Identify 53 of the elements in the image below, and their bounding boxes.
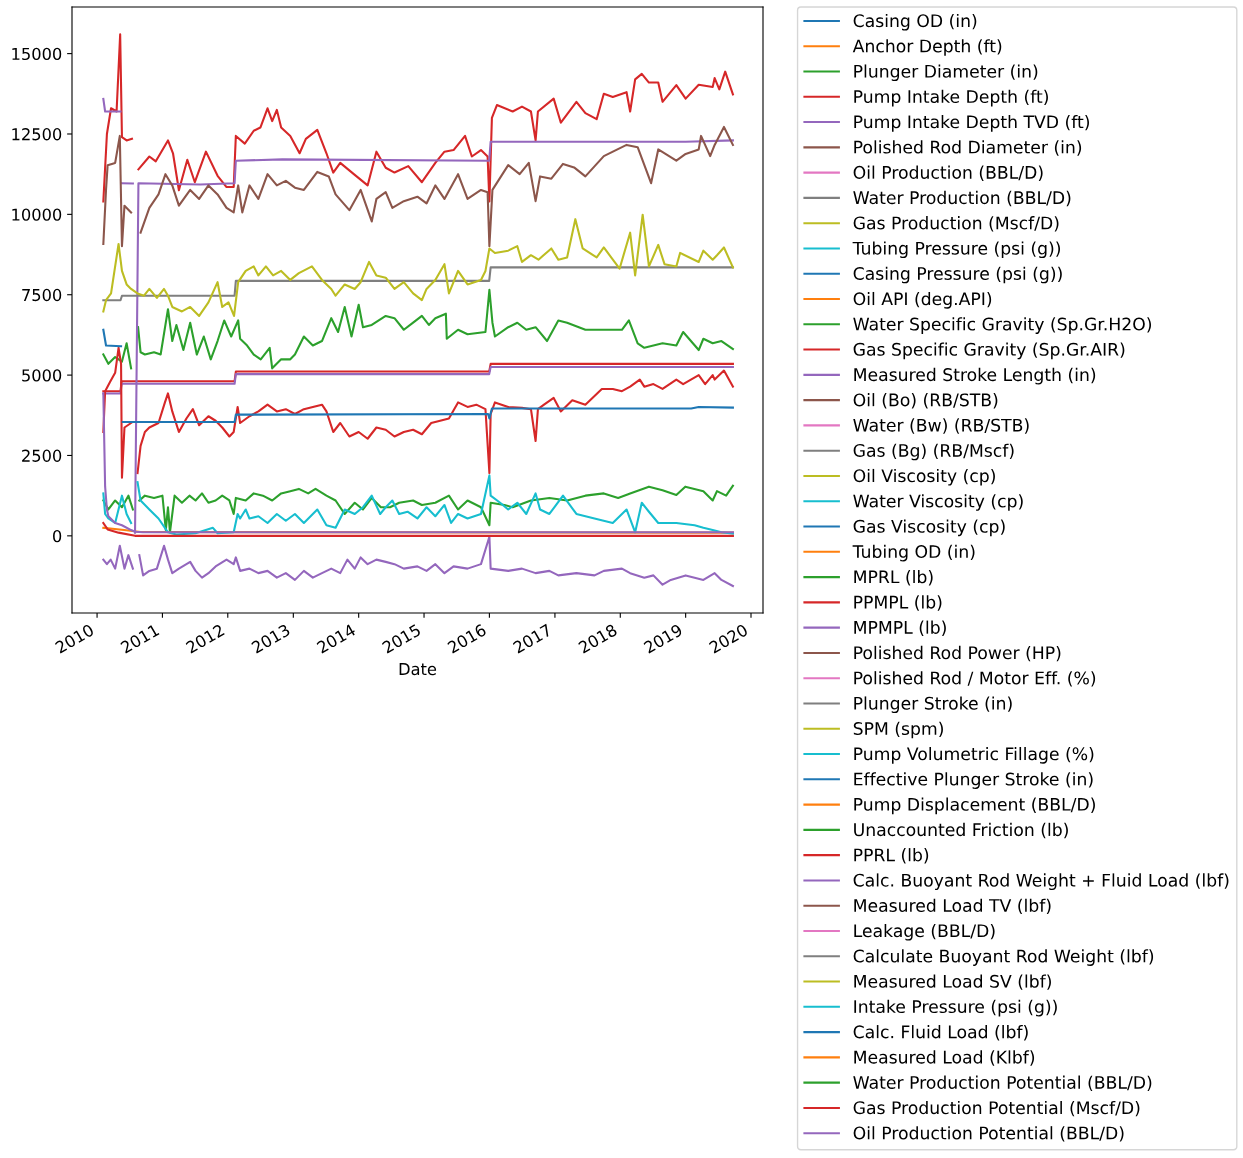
legend-label: Tubing Pressure (psi (g)) bbox=[852, 241, 1061, 259]
y-tick-label: 15000 bbox=[12, 47, 62, 61]
y-tick-label: 5000 bbox=[22, 369, 62, 382]
y-tick-label: 0 bbox=[53, 529, 62, 543]
legend-label: Water Production Potential (BBL/D) bbox=[853, 1075, 1152, 1091]
legend-label: Gas (Bg) (RB/Mscf) bbox=[853, 443, 1014, 461]
legend-label: Effective Plunger Stroke (in) bbox=[854, 772, 1093, 789]
legend-label: Gas Production (Mscf/D) bbox=[853, 216, 1059, 232]
legend-label: Plunger Stroke (in) bbox=[854, 696, 1012, 714]
legend-label: Gas Viscosity (cp) bbox=[853, 519, 1005, 537]
legend-label: Calc. Buoyant Rod Weight + Fluid Load (lbf) bbox=[853, 873, 1229, 891]
legend-label: Measured Load TV (lbf) bbox=[854, 898, 1051, 915]
y-tick-label: 10000 bbox=[12, 208, 62, 221]
legend-label: MPMPL (lb) bbox=[854, 620, 946, 636]
legend-label: Oil API (deg.API) bbox=[853, 291, 992, 309]
legend-label: Casing OD (in) bbox=[853, 13, 977, 31]
legend-label: MPRL (lb) bbox=[854, 570, 933, 586]
legend-label: Anchor Depth (ft) bbox=[852, 39, 1002, 56]
y-tick-label: 2500 bbox=[22, 449, 62, 462]
legend-label: Pump Intake Depth (ft) bbox=[854, 89, 1048, 107]
legend-label: Polished Rod Diameter (in) bbox=[854, 140, 1082, 156]
legend-label: Casing Pressure (psi (g)) bbox=[853, 266, 1062, 284]
legend-label: Tubing OD (in) bbox=[852, 544, 975, 562]
legend-label: Oil Production Potential (BBL/D) bbox=[853, 1126, 1124, 1142]
legend-label: Water Production (BBL/D) bbox=[853, 190, 1071, 207]
legend-label: Unaccounted Friction (lb) bbox=[854, 822, 1068, 839]
legend-label: Measured Stroke Length (in) bbox=[854, 367, 1096, 385]
legend-label: PPRL (lb) bbox=[854, 848, 929, 864]
legend-label: Measured Load SV (lbf) bbox=[854, 974, 1051, 990]
legend-label: SPM (spm) bbox=[853, 721, 943, 739]
legend-label: Calculate Buoyant Rod Weight (lbf) bbox=[853, 949, 1154, 966]
legend-label: Pump Volumetric Fillage (%) bbox=[854, 746, 1094, 764]
legend-label: Intake Pressure (psi (g)) bbox=[854, 999, 1057, 1017]
y-tick-label: 12500 bbox=[12, 128, 62, 141]
legend-label: Pump Displacement (BBL/D) bbox=[854, 797, 1095, 815]
legend-label: Water Specific Gravity (Sp.Gr.H2O) bbox=[853, 317, 1152, 334]
x-axis-title: Date bbox=[399, 663, 437, 676]
legend-label: Gas Specific Gravity (Sp.Gr.AIR) bbox=[853, 342, 1125, 360]
legend-label: Plunger Diameter (in) bbox=[854, 64, 1038, 82]
legend-label: Water Viscosity (cp) bbox=[853, 494, 1023, 511]
legend-label: Oil (Bo) (RB/STB) bbox=[853, 393, 998, 409]
legend-label: PPMPL (lb) bbox=[854, 595, 942, 611]
y-tick-label: 7500 bbox=[22, 288, 62, 302]
legend-label: Leakage (BBL/D) bbox=[854, 923, 995, 941]
legend-label: Pump Intake Depth TVD (ft) bbox=[854, 115, 1090, 132]
legend-label: Calc. Fluid Load (lbf) bbox=[853, 1025, 1028, 1041]
legend-label: Oil Viscosity (cp) bbox=[853, 468, 995, 486]
legend-label: Polished Rod Power (HP) bbox=[854, 645, 1061, 662]
legend-label: Water (Bw) (RB/STB) bbox=[853, 418, 1029, 434]
legend-label: Polished Rod / Motor Eff. (%) bbox=[854, 671, 1096, 687]
legend-label: Gas Production Potential (Mscf/D) bbox=[853, 1100, 1140, 1117]
legend-label: Measured Load (Klbf) bbox=[854, 1050, 1035, 1066]
legend-label: Oil Production (BBL/D) bbox=[853, 165, 1043, 181]
